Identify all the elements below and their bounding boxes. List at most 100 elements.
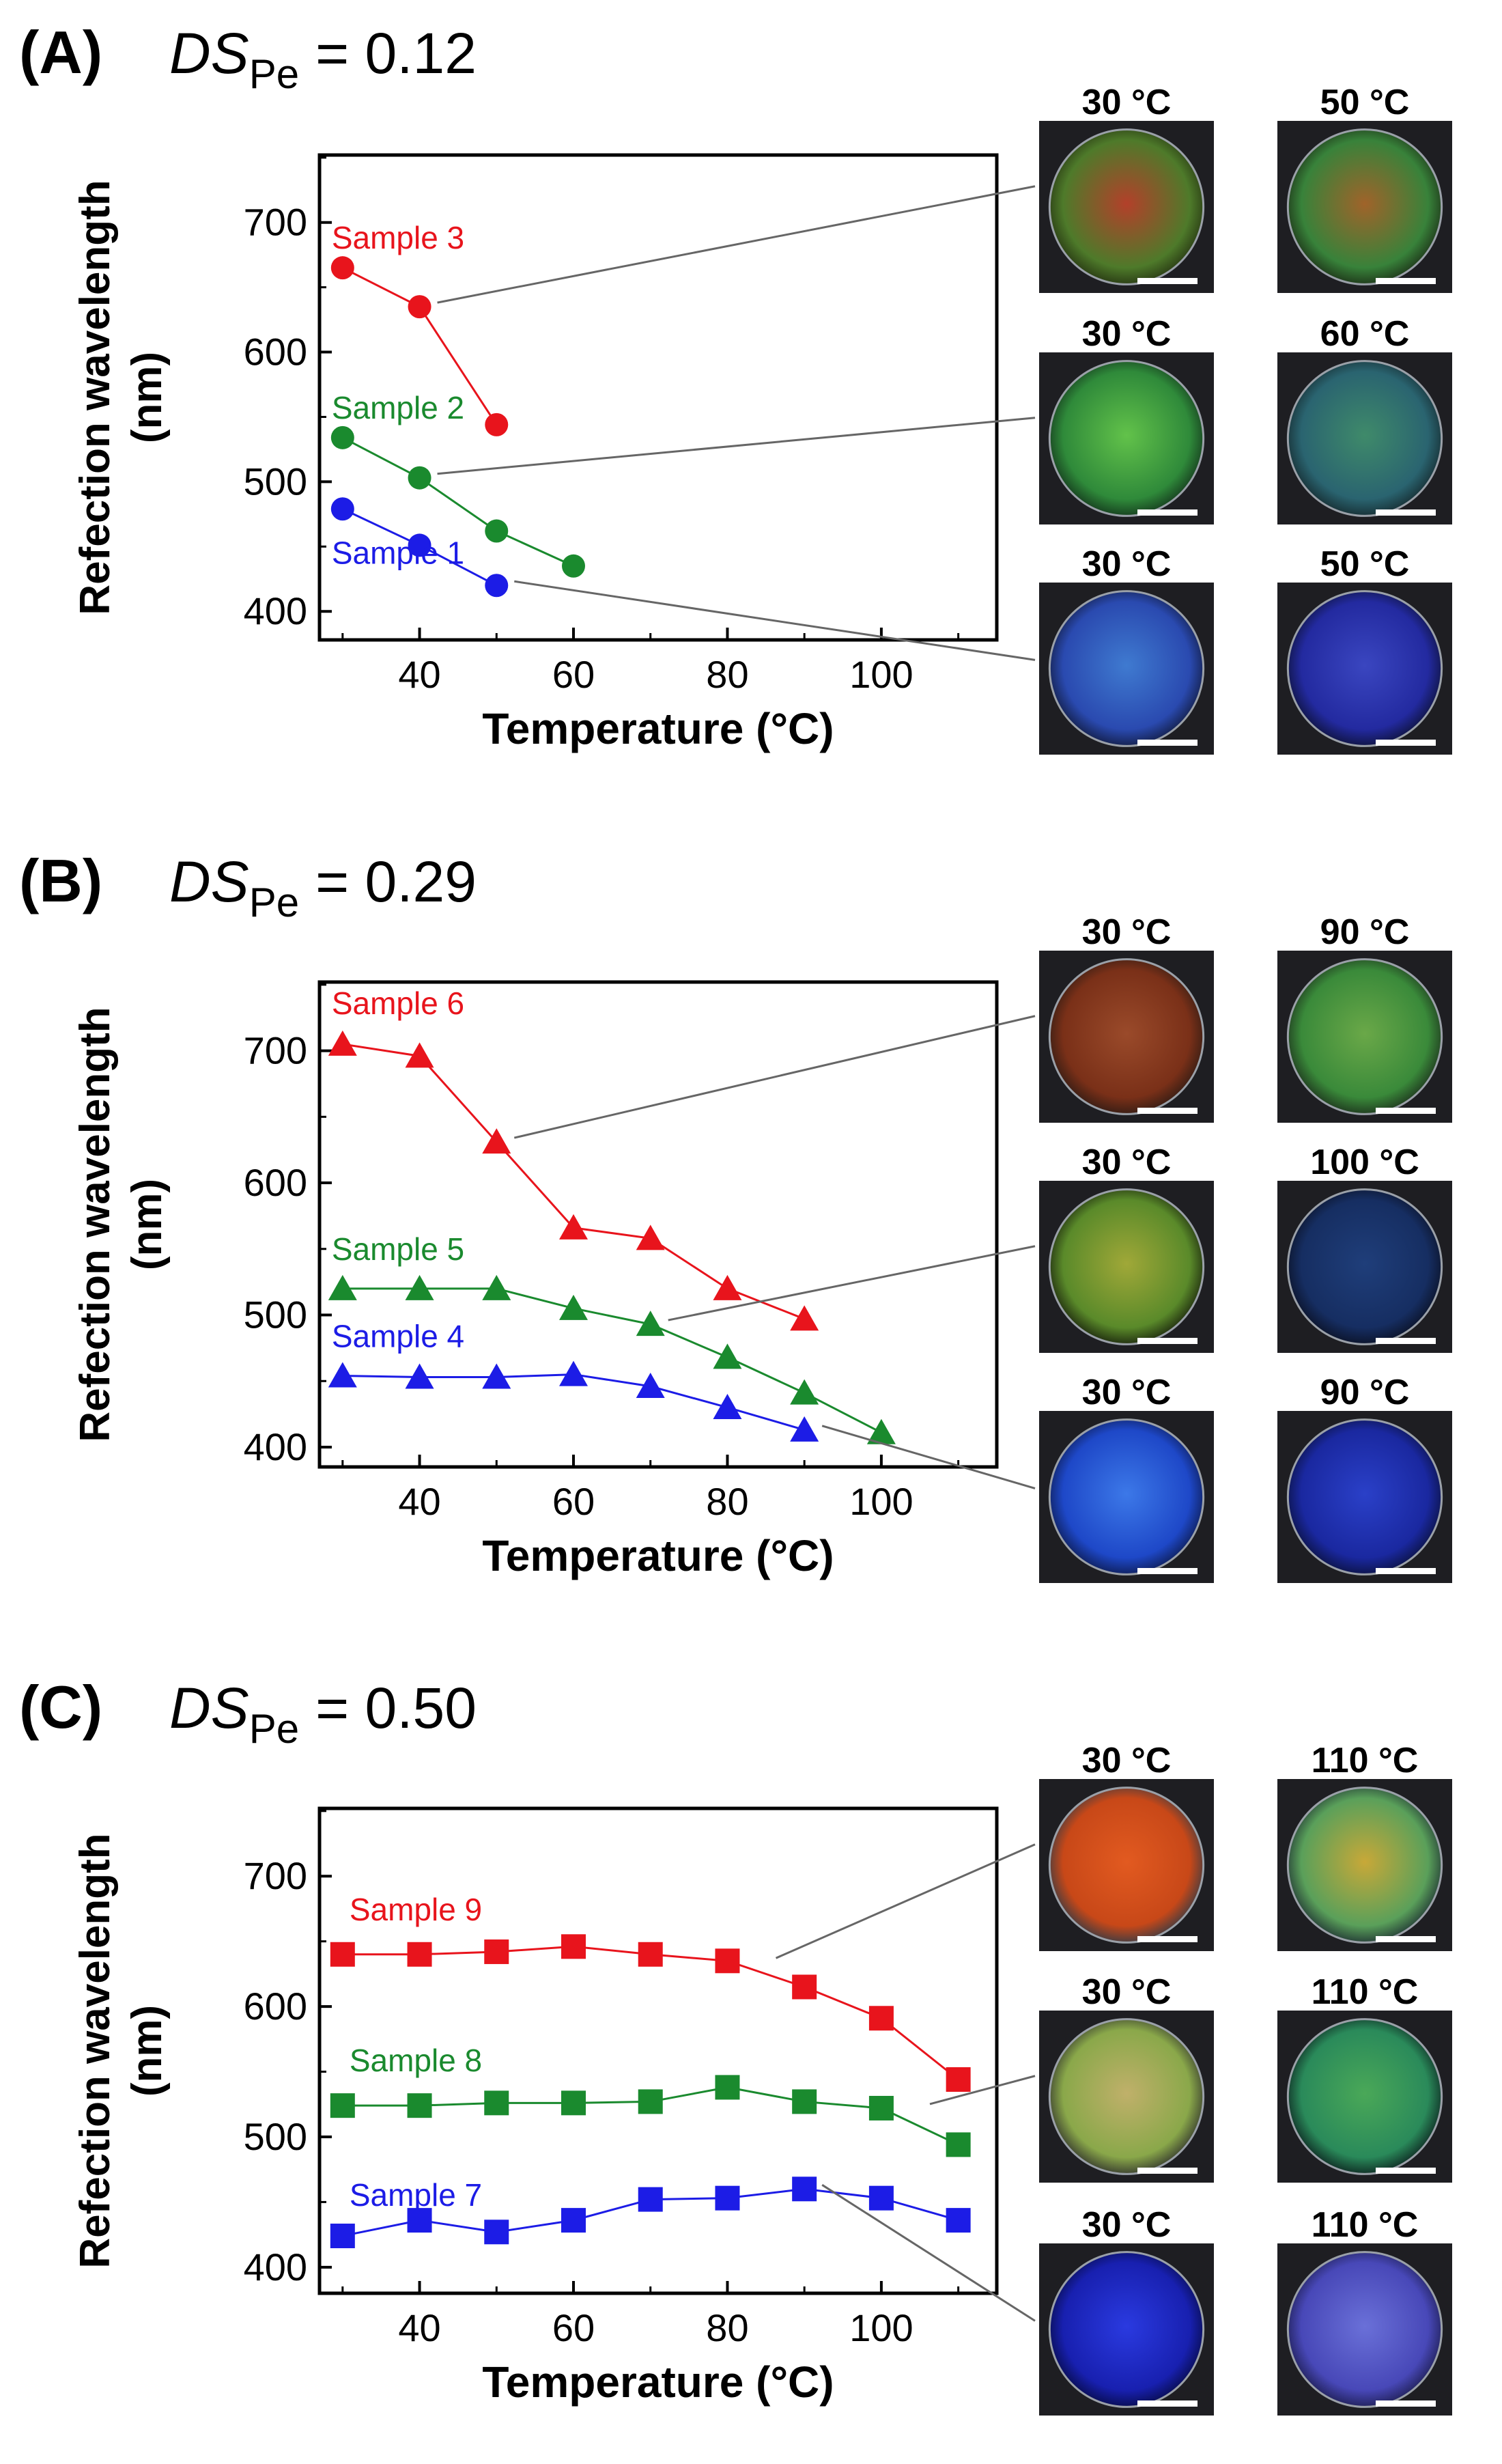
data-point [866,1418,896,1444]
scale-bar [1376,1338,1436,1344]
data-point [561,2090,586,2116]
sample-film [1048,2018,1205,2175]
y-axis-label-line2: (nm) [124,352,171,443]
photo-row: 30 °C 90 °C [513,912,1452,1139]
y-tick-label: 700 [244,1029,307,1072]
sample-film [1286,360,1443,517]
y-tick-label: 400 [244,589,307,632]
scale-bar [1137,740,1198,746]
connector-line [513,1015,1036,1139]
data-point [328,1362,357,1388]
data-point [405,1363,434,1389]
scale-bar [1137,2168,1198,2174]
y-tick-label: 700 [244,1854,307,1897]
photo-temperature-label: 90 °C [1320,1373,1410,1412]
data-point [484,2220,509,2245]
data-point [407,2093,432,2118]
data-point [482,1128,511,1154]
sample-film [1286,958,1443,1115]
x-axis-label: Temperature (°C) [482,704,834,753]
panel-c: (C) DSPe = 0.50 40 60 80 100 400 500 600 700 Temper… [19,1673,1452,2416]
photo-row: 30 °C 50 °C [514,544,1452,755]
series-sample-1: Sample 1 [330,497,509,598]
data-point [713,1393,742,1419]
data-point [561,2208,586,2233]
data-point [484,1939,509,1964]
y-axis-label: Refection wavelength (nm) [72,1007,171,1442]
photo-temperature-label: 30 °C [1082,2205,1172,2245]
photo-temperature-label: 30 °C [1082,314,1172,354]
photo-row: 30 °C 110 °C [775,1741,1452,1959]
series-sample-9: Sample 9 [330,1892,971,2092]
plot-frame [317,153,999,642]
series-label: Sample 7 [350,2177,482,2213]
panel-title: DSPe = 0.50 [169,1676,477,1752]
data-point [408,295,431,319]
data-point [715,2185,740,2211]
data-point [485,574,509,598]
photo-row: 30 °C 90 °C [821,1373,1452,1583]
y-axis-label-line2: (nm) [124,1179,171,1270]
x-tick-label: 80 [706,1480,748,1523]
data-point [715,1948,740,1974]
title-ds: DS [169,1676,249,1740]
photo-temperature-label: 50 °C [1320,83,1410,122]
title-subscript: Pe [249,51,299,97]
connector-line [929,2075,1036,2105]
photo-row: 30 °C 50 °C [437,83,1452,304]
y-tick-label: 600 [244,1161,307,1204]
data-point [868,2006,894,2031]
series-sample-3: Sample 3 [330,220,509,436]
y-tick-label: 500 [244,1293,307,1336]
data-point [330,2093,355,2118]
data-point [328,1030,357,1056]
x-tick-label: 100 [849,653,913,696]
data-point [559,1214,588,1240]
y-axis-label-line1: Refection wavelength [72,180,119,615]
sample-film [1286,2251,1443,2408]
scale-bar [1137,509,1198,516]
series-sample-8: Sample 8 [330,2043,971,2157]
data-point [792,2089,817,2114]
scale-bar [1376,740,1436,746]
photo-row: 30 °C 110 °C [821,2184,1452,2416]
photo-temperature-label: 30 °C [1082,544,1172,584]
connector-line [437,417,1036,475]
scale-bar [1137,1568,1198,1574]
sample-film [1286,590,1443,747]
sample-film [1286,1418,1443,1576]
sample-film [1286,128,1443,285]
data-point [638,2089,663,2114]
data-point [407,1942,432,1967]
x-tick-label: 80 [706,653,748,696]
photo-temperature-label: 30 °C [1082,1373,1172,1412]
data-point [330,497,354,521]
data-point [562,554,585,578]
connector-line [821,2184,1036,2322]
data-point [790,1379,819,1405]
data-point [946,2132,971,2157]
scale-bar [1137,1936,1198,1942]
sample-film [1286,1787,1443,1944]
data-point [330,2224,355,2249]
x-axis-label: Temperature (°C) [482,2357,834,2407]
y-axis-label: Refection wavelength (nm) [72,180,171,615]
data-point [330,256,354,280]
data-point [792,2176,817,2202]
data-point [407,2208,432,2233]
data-point [946,2067,971,2092]
data-point [405,1042,434,1068]
sample-film [1048,2251,1205,2408]
scale-bar [1137,1338,1198,1344]
data-point [638,1942,663,1967]
y-axis-label-line1: Refection wavelength [72,1007,119,1442]
scale-bar [1376,2400,1436,2407]
data-point [330,1942,355,1967]
y-tick-label: 600 [244,331,307,374]
data-point [328,1274,357,1300]
series-line [342,436,574,568]
panel-title: DSPe = 0.29 [169,850,477,925]
data-point [713,1274,742,1300]
panel-a: (A) DSPe = 0.12 40 60 80 100 400 500 600 700 Temper… [19,18,1452,755]
